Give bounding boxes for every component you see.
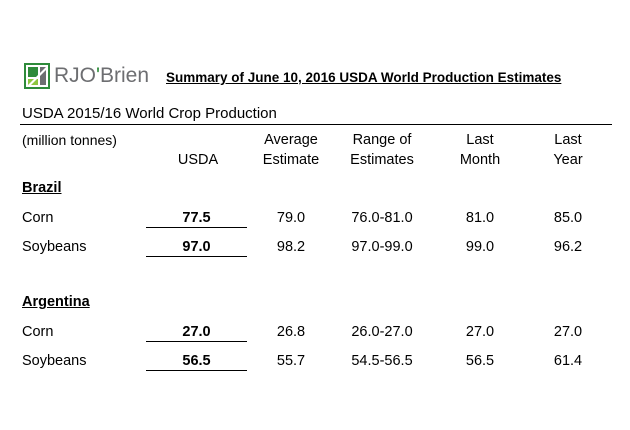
section-title: USDA 2015/16 World Crop Production: [22, 105, 277, 122]
last-year-value: 96.2: [553, 239, 583, 255]
country-argentina: Argentina: [22, 294, 90, 310]
summary-title: Summary of June 10, 2016 USDA World Prod…: [166, 70, 562, 85]
last-year-value: 85.0: [553, 210, 583, 226]
usda-value: 56.5: [146, 353, 247, 371]
usda-value: 97.0: [146, 239, 247, 257]
range-value: 76.0-81.0: [351, 210, 413, 226]
row-label: Corn: [22, 324, 54, 340]
usda-value: 27.0: [146, 324, 247, 342]
usda-value: 77.5: [146, 210, 247, 228]
header-usda: USDA: [177, 152, 219, 168]
last-month-value: 99.0: [465, 239, 495, 255]
row-label: Soybeans: [22, 353, 87, 369]
average-value: 79.0: [276, 210, 306, 226]
last-year-value: 27.0: [553, 324, 583, 340]
average-value: 55.7: [276, 353, 306, 369]
last-month-value: 81.0: [465, 210, 495, 226]
last-month-value: 27.0: [465, 324, 495, 340]
last-month-value: 56.5: [465, 353, 495, 369]
range-value: 26.0-27.0: [351, 324, 413, 340]
logo-wordmark: RJO'Brien: [54, 64, 150, 87]
company-logo: RJO'Brien: [24, 63, 149, 89]
header-last-month: Last Month: [459, 132, 501, 168]
units-label: (million tonnes): [22, 132, 117, 148]
logo-mark-icon: [24, 63, 50, 89]
row-label: Corn: [22, 210, 54, 226]
header-range-of-estimates: Range of Estimates: [350, 132, 414, 168]
range-value: 97.0-99.0: [351, 239, 413, 255]
header-divider: [20, 124, 612, 125]
range-value: 54.5-56.5: [351, 353, 413, 369]
header-average-estimate: Average Estimate: [262, 132, 320, 168]
average-value: 26.8: [276, 324, 306, 340]
row-label: Soybeans: [22, 239, 87, 255]
header-last-year: Last Year: [553, 132, 583, 168]
last-year-value: 61.4: [553, 353, 583, 369]
country-brazil: Brazil: [22, 180, 62, 196]
average-value: 98.2: [276, 239, 306, 255]
